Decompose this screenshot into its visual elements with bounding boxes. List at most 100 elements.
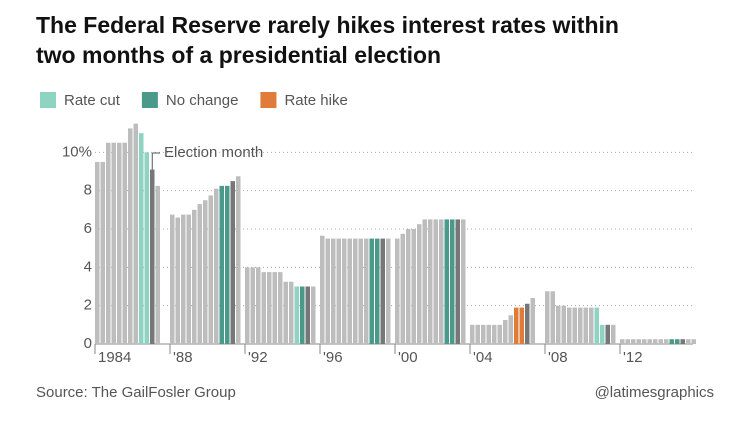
bar [386,238,391,344]
bar [380,238,385,344]
bar [144,152,149,344]
bar [95,161,100,344]
bar [583,307,588,344]
bar [192,209,197,344]
bar [428,219,433,344]
y-tick-label: 6 [84,220,92,237]
bar [631,339,636,344]
bar [245,267,250,344]
y-tick-label: 0 [84,335,92,352]
bar [267,272,272,344]
legend-label: Rate hike [284,92,347,109]
y-tick-label: 2 [84,297,92,314]
credit: @latimesgraphics [595,384,714,401]
bar [300,286,305,344]
bar [530,298,535,344]
bar [550,291,555,344]
chart-title: The Federal Reserve rarely hikes interes… [36,12,619,38]
bar [289,281,294,344]
bar [503,320,508,344]
bar [664,339,669,344]
bar [417,224,422,344]
bar [305,286,310,344]
legend-swatch [141,92,158,108]
x-tick-label: '12 [623,349,643,366]
y-tick-label: 10% [62,143,92,160]
bar [658,339,663,344]
x-tick-label: '08 [548,349,568,366]
bar [236,176,241,344]
bar [272,272,277,344]
bar [342,238,347,344]
y-tick-label: 8 [84,182,92,199]
bar [636,339,641,344]
bar [514,307,519,344]
bar [600,324,605,344]
bar [411,229,416,344]
bar [620,339,625,344]
bar [519,307,524,344]
bar [186,214,191,344]
x-tick-label: '96 [323,349,343,366]
bar [364,238,369,344]
bar [230,181,235,344]
bar [278,272,283,344]
bar [117,142,122,344]
bar [647,339,652,344]
bar [572,307,577,344]
bar [375,238,380,344]
bar [250,267,255,344]
bar [525,303,530,344]
bar [567,307,572,344]
bar [369,238,374,344]
bar [556,305,561,344]
legend-swatch [40,92,56,108]
bar [497,324,502,344]
y-tick-label: 4 [84,258,92,275]
bar [406,229,411,344]
bar [492,324,497,344]
bar [155,185,160,344]
chart-title: two months of a presidential election [36,42,441,68]
bar [294,286,299,344]
annotation: Election month [164,144,263,161]
bar [594,307,599,344]
bar [439,219,444,344]
bar [481,324,486,344]
bar [311,286,316,344]
legend-label: No change [166,92,239,109]
bar [653,339,658,344]
bar [100,161,105,344]
bar [433,219,438,344]
bar [455,219,460,344]
x-tick-label: 1984 [98,349,131,366]
bar [128,128,133,344]
bar [347,238,352,344]
bar [680,339,685,344]
bar [261,272,266,344]
source: Source: The GailFosler Group [36,384,236,401]
bar [461,219,466,344]
bar [256,267,261,344]
bar [170,214,175,344]
legend-label: Rate cut [64,92,121,109]
bar [561,305,566,344]
bar [181,214,186,344]
bar [642,339,647,344]
x-tick-label: '00 [398,349,418,366]
bar [208,195,213,344]
bar [589,307,594,344]
bar [336,238,341,344]
x-tick-label: '04 [473,349,493,366]
bar [331,238,336,344]
bar [669,339,674,344]
bar [508,315,513,344]
bar [686,339,691,344]
bar [283,281,288,344]
bar [691,339,696,344]
bar [611,324,616,344]
bar [325,238,330,344]
legend-swatch [260,92,277,108]
bar [578,307,583,344]
bar [545,291,550,344]
